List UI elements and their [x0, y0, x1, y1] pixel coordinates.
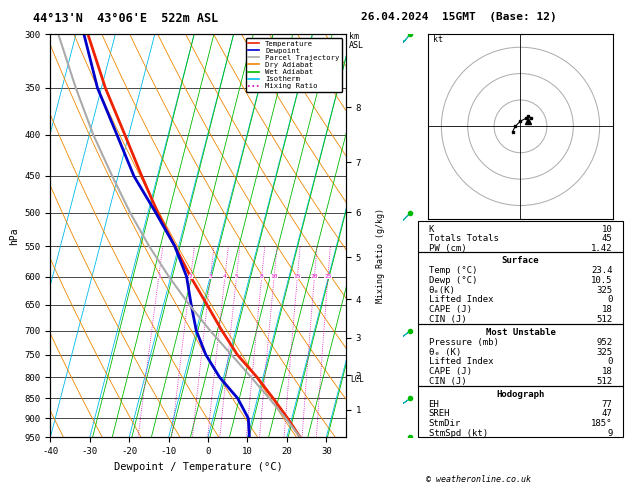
Text: 77: 77 — [602, 399, 613, 409]
Text: 23.4: 23.4 — [591, 266, 613, 275]
Text: 18: 18 — [602, 305, 613, 314]
Bar — [418, 324, 623, 386]
Text: Most Unstable: Most Unstable — [486, 328, 555, 337]
Text: 185°: 185° — [591, 419, 613, 428]
Text: θₑ(K): θₑ(K) — [428, 286, 455, 295]
Text: 4: 4 — [223, 274, 227, 279]
Text: 5: 5 — [235, 274, 238, 279]
Text: 512: 512 — [596, 315, 613, 324]
Text: 20: 20 — [311, 274, 318, 279]
Text: 952: 952 — [596, 338, 613, 347]
Text: 0: 0 — [607, 295, 613, 304]
Text: Dewp (°C): Dewp (°C) — [428, 276, 477, 285]
Text: 47: 47 — [602, 409, 613, 418]
Text: θₑ (K): θₑ (K) — [428, 347, 461, 357]
Text: 9: 9 — [607, 429, 613, 438]
Text: 26.04.2024  15GMT  (Base: 12): 26.04.2024 15GMT (Base: 12) — [361, 12, 557, 22]
Text: 325: 325 — [596, 347, 613, 357]
Text: 15: 15 — [294, 274, 301, 279]
Text: Pressure (mb): Pressure (mb) — [428, 338, 498, 347]
Text: 1.42: 1.42 — [591, 243, 613, 253]
Text: kt: kt — [433, 35, 443, 44]
Text: Temp (°C): Temp (°C) — [428, 266, 477, 275]
Y-axis label: hPa: hPa — [9, 227, 19, 244]
Text: 10: 10 — [602, 225, 613, 234]
Text: © weatheronline.co.uk: © weatheronline.co.uk — [426, 474, 530, 484]
Text: Hodograph: Hodograph — [496, 390, 545, 399]
Text: 10: 10 — [270, 274, 278, 279]
Text: CIN (J): CIN (J) — [428, 315, 466, 324]
Text: 325: 325 — [596, 286, 613, 295]
Text: SREH: SREH — [428, 409, 450, 418]
Text: Surface: Surface — [502, 256, 539, 265]
Text: CIN (J): CIN (J) — [428, 377, 466, 386]
Text: CAPE (J): CAPE (J) — [428, 305, 472, 314]
Text: LCL: LCL — [350, 375, 364, 384]
Bar — [418, 221, 623, 252]
Text: 512: 512 — [596, 377, 613, 386]
Text: 25: 25 — [324, 274, 331, 279]
Text: 18: 18 — [602, 367, 613, 376]
Text: Mixing Ratio (g/kg): Mixing Ratio (g/kg) — [376, 208, 385, 303]
Text: StmSpd (kt): StmSpd (kt) — [428, 429, 487, 438]
Text: Lifted Index: Lifted Index — [428, 358, 493, 366]
Bar — [418, 386, 623, 437]
Text: km
ASL: km ASL — [349, 32, 364, 50]
Text: StmDir: StmDir — [428, 419, 461, 428]
Text: PW (cm): PW (cm) — [428, 243, 466, 253]
Legend: Temperature, Dewpoint, Parcel Trajectory, Dry Adiabat, Wet Adiabat, Isotherm, Mi: Temperature, Dewpoint, Parcel Trajectory… — [245, 37, 342, 92]
Text: 1: 1 — [157, 274, 160, 279]
Bar — [418, 252, 623, 324]
Text: 8: 8 — [260, 274, 264, 279]
Text: Totals Totals: Totals Totals — [428, 234, 498, 243]
Text: 0: 0 — [607, 358, 613, 366]
Text: 44°13'N  43°06'E  522m ASL: 44°13'N 43°06'E 522m ASL — [33, 12, 218, 25]
Text: K: K — [428, 225, 434, 234]
Text: Lifted Index: Lifted Index — [428, 295, 493, 304]
Text: 10.5: 10.5 — [591, 276, 613, 285]
X-axis label: Dewpoint / Temperature (°C): Dewpoint / Temperature (°C) — [114, 462, 282, 472]
Text: 3: 3 — [209, 274, 213, 279]
Text: EH: EH — [428, 399, 439, 409]
Text: 45: 45 — [602, 234, 613, 243]
Text: 2: 2 — [189, 274, 192, 279]
Text: CAPE (J): CAPE (J) — [428, 367, 472, 376]
